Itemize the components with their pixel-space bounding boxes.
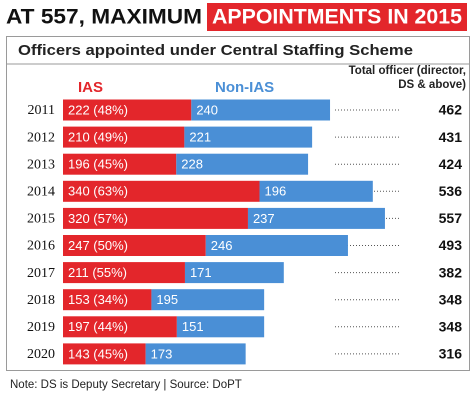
total-label: 431 — [439, 129, 463, 145]
bar — [205, 235, 348, 256]
total-label: 348 — [439, 291, 463, 307]
value-label: 173 — [151, 346, 173, 361]
total-label: 382 — [439, 264, 463, 280]
bar — [63, 262, 185, 284]
bar — [63, 235, 206, 256]
value-label: 143 (45%) — [68, 346, 128, 361]
bar — [247, 207, 385, 229]
total-label: 424 — [439, 156, 463, 172]
total-label: 462 — [439, 102, 463, 118]
note: Note: DS is Deputy Secretary | Source: D… — [10, 379, 242, 391]
value-label: 210 (49%) — [68, 130, 128, 145]
bar — [63, 153, 177, 175]
total-label: 557 — [439, 210, 463, 226]
value-label: 196 — [265, 184, 287, 199]
value-label: 240 — [196, 102, 218, 117]
value-label: 153 (34%) — [68, 292, 128, 307]
y-tick-label: 2018 — [27, 293, 55, 308]
y-tick-label: 2015 — [27, 212, 55, 227]
legend-entry: IAS — [78, 79, 103, 96]
bar — [63, 180, 260, 202]
y-tick-label: 2020 — [27, 347, 55, 362]
y-tick-label: 2012 — [27, 130, 55, 145]
bar — [259, 180, 373, 202]
total-label: 348 — [439, 319, 463, 335]
bar — [184, 126, 313, 148]
total-label: 536 — [439, 183, 463, 199]
value-label: 221 — [189, 130, 211, 145]
bar — [63, 343, 146, 365]
value-label: 320 (57%) — [68, 211, 128, 226]
y-tick-label: 2013 — [27, 157, 55, 172]
bar — [63, 99, 192, 121]
chart-subtitle: Officers appointed under Central Staffin… — [18, 42, 413, 59]
value-label: 196 (45%) — [68, 157, 128, 172]
value-label: 195 — [156, 292, 178, 307]
title-highlight-box — [207, 3, 467, 31]
bar — [184, 262, 284, 284]
value-label: 222 (48%) — [68, 102, 128, 117]
value-label: 246 — [211, 238, 233, 253]
bar — [176, 316, 265, 338]
value-label: 211 (55%) — [68, 265, 127, 280]
y-tick-label: 2016 — [27, 239, 55, 254]
y-tick-label: 2019 — [27, 320, 55, 335]
total-label: 493 — [439, 237, 463, 253]
bar — [63, 126, 185, 148]
bar — [63, 207, 248, 229]
y-tick-label: 2014 — [27, 185, 55, 200]
bar — [145, 343, 246, 365]
bar — [63, 316, 177, 338]
bar — [191, 99, 331, 121]
value-label: 237 — [253, 211, 275, 226]
frame — [6, 36, 470, 371]
bar — [151, 289, 265, 311]
chart-title-highlight: APPOINTMENTS IN 2015 — [212, 6, 462, 29]
legend-entry: Non-IAS — [215, 79, 274, 96]
y-tick-label: 2017 — [27, 266, 55, 281]
bar — [63, 289, 152, 311]
y-tick-label: 2011 — [28, 103, 55, 118]
total-label: 316 — [439, 346, 463, 362]
bar — [176, 153, 309, 175]
totals-header: Total officer (director, DS & above) — [348, 65, 466, 91]
value-label: 247 (50%) — [68, 238, 128, 253]
value-label: 340 (63%) — [68, 184, 128, 199]
value-label: 197 (44%) — [68, 319, 128, 334]
value-label: 228 — [181, 157, 203, 172]
value-label: 171 — [190, 265, 212, 280]
value-label: 151 — [182, 319, 204, 334]
chart-title: AT 557, MAXIMUM — [6, 6, 202, 29]
